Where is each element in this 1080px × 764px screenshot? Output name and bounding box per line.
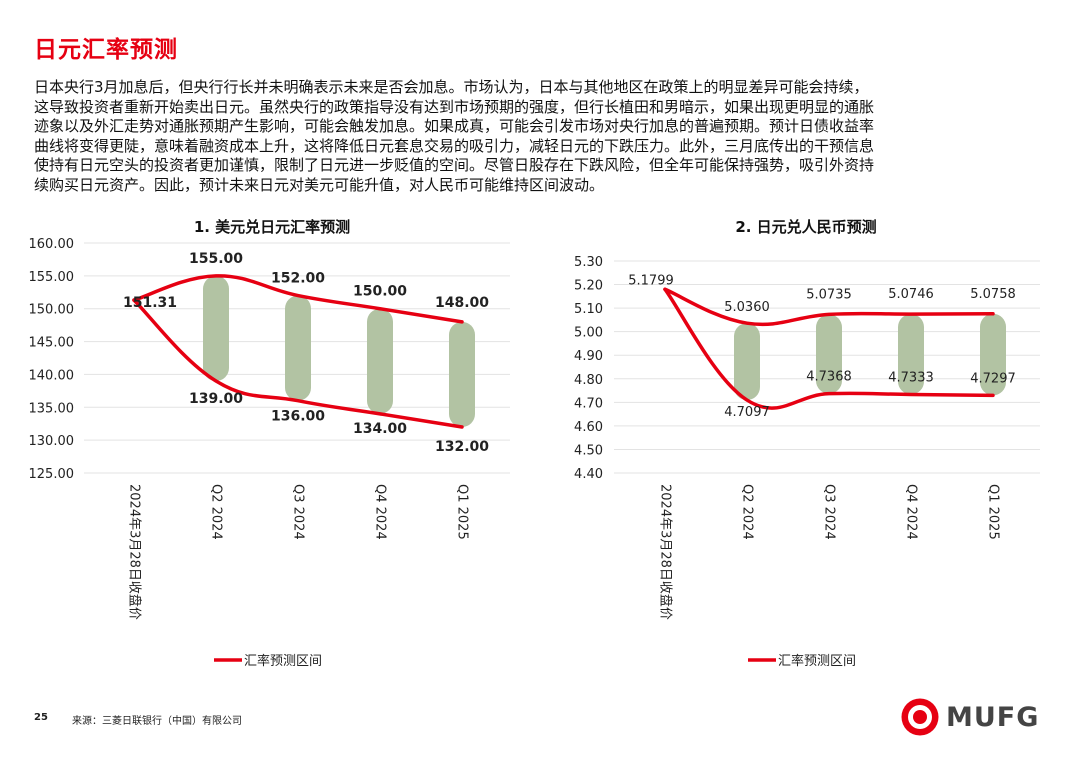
- logo-text: MUFG: [946, 701, 1040, 733]
- data-label-high: 155.00: [189, 251, 243, 267]
- range-bar: [980, 313, 1006, 396]
- data-label-low: 4.7333: [888, 370, 934, 385]
- data-label-high: 148.00: [435, 295, 489, 311]
- y-tick-label: 4.40: [574, 467, 603, 482]
- data-label-high: 5.1799: [628, 273, 674, 288]
- x-category-label: Q3 2024: [822, 484, 837, 540]
- y-tick-label: 4.60: [574, 420, 603, 435]
- range-bar: [816, 314, 842, 394]
- source-note: 来源：三菱日联银行（中国）有限公司: [72, 716, 242, 727]
- data-label-low: 134.00: [353, 421, 407, 437]
- usdjpy-forecast-chart: 1. 美元兑日元汇率预测 160.00 155.00 150.00 145.00 140.…: [29, 218, 510, 669]
- page-title: 日元汇率预测: [34, 37, 178, 63]
- y-tick-label: 4.80: [574, 373, 603, 388]
- y-tick-label: 5.20: [574, 279, 603, 294]
- range-bar: [285, 295, 311, 401]
- upper-forecast-line: [663, 287, 995, 327]
- data-label-high: 5.0746: [888, 287, 934, 302]
- range-bar: [449, 321, 475, 427]
- y-tick-label: 145.00: [29, 336, 75, 351]
- y-tick-label: 4.50: [574, 443, 603, 458]
- range-bar: [203, 275, 229, 381]
- y-tick-label: 125.00: [29, 467, 75, 482]
- y-tick-label: 5.00: [574, 326, 603, 341]
- y-tick-label: 160.00: [29, 237, 75, 252]
- data-label-high: 5.0360: [724, 300, 770, 315]
- y-tick-label: 155.00: [29, 270, 75, 285]
- x-category-label: 2024年3月28日收盘价: [658, 484, 674, 620]
- legend-label: 汇率预测区间: [778, 653, 856, 669]
- y-tick-label: 150.00: [29, 303, 75, 318]
- data-label-high: 151.31: [123, 295, 177, 311]
- mufg-logo: MUFG: [900, 695, 1039, 739]
- data-label-high: 152.00: [271, 271, 325, 287]
- data-label-low: 4.7297: [970, 371, 1016, 386]
- range-bar: [367, 308, 393, 414]
- data-label-low: 139.00: [189, 391, 243, 407]
- x-category-label: Q1 2025: [455, 484, 470, 540]
- y-tick-label: 5.30: [574, 255, 603, 270]
- data-label-high: 5.0735: [806, 287, 852, 302]
- x-category-label: Q4 2024: [373, 484, 388, 540]
- range-bar: [734, 323, 760, 401]
- x-category-label: Q1 2025: [986, 484, 1001, 540]
- y-tick-label: 140.00: [29, 368, 75, 383]
- mufg-logo-icon: [901, 698, 939, 736]
- x-category-label: Q4 2024: [904, 484, 919, 540]
- x-category-label: Q2 2024: [740, 484, 755, 540]
- data-label-low: 132.00: [435, 439, 489, 455]
- summary-paragraph: 日本央行3月加息后，但央行行长并未明确表示未来是否会加息。市场认为，日本与其他地…: [34, 78, 875, 194]
- page-number: 25: [34, 712, 48, 723]
- data-label-high: 5.0758: [970, 287, 1016, 302]
- chart-title: 2. 日元兑人民币预测: [735, 218, 876, 236]
- lower-forecast-line: [663, 287, 995, 410]
- chart-title: 1. 美元兑日元汇率预测: [194, 218, 350, 236]
- range-bar: [898, 314, 924, 395]
- jpycny-forecast-chart: 2. 日元兑人民币预测 5.30 5.20 5.10 5.00 4.90 4.80 4.70 4…: [574, 218, 1040, 669]
- data-label-low: 4.7097: [724, 405, 770, 420]
- lower-forecast-line: [132, 298, 464, 429]
- legend-label: 汇率预测区间: [244, 653, 322, 669]
- data-label-high: 150.00: [353, 284, 407, 300]
- x-category-label: 2024年3月28日收盘价: [127, 484, 143, 620]
- y-tick-label: 4.90: [574, 349, 603, 364]
- y-tick-label: 135.00: [29, 401, 75, 416]
- x-category-label: Q2 2024: [209, 484, 224, 540]
- data-label-low: 136.00: [271, 409, 325, 425]
- upper-forecast-line: [132, 274, 464, 324]
- data-label-low: 4.7368: [806, 370, 852, 385]
- y-tick-label: 130.00: [29, 434, 75, 449]
- y-tick-label: 5.10: [574, 302, 603, 317]
- x-category-label: Q3 2024: [291, 484, 306, 540]
- y-tick-label: 4.70: [574, 396, 603, 411]
